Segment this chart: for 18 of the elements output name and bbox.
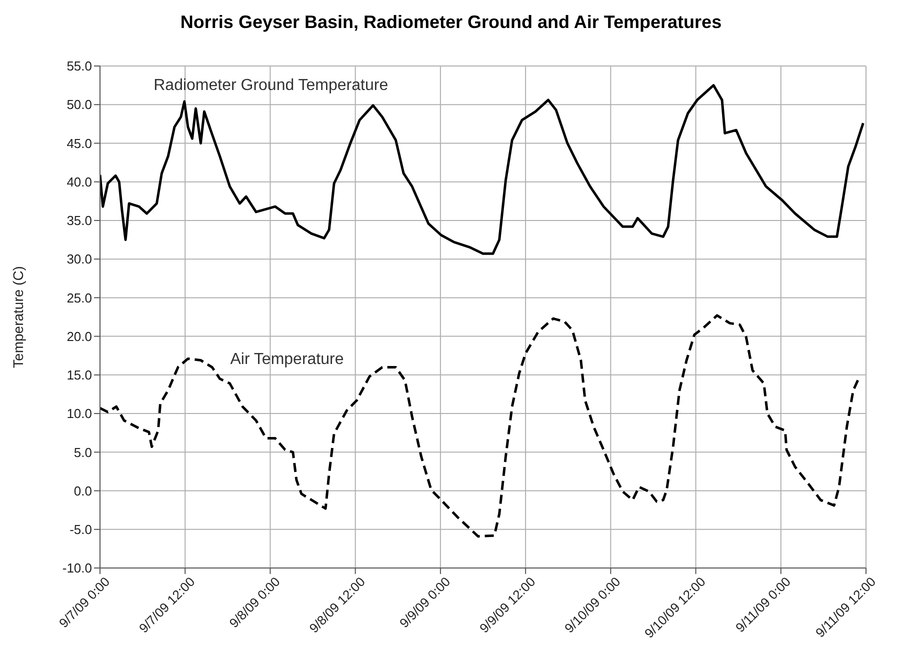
y-tick-label: 45.0	[66, 136, 92, 151]
y-tick-label: 30.0	[66, 252, 92, 267]
y-tick-label: 5.0	[74, 444, 92, 460]
y-tick-label: 10.0	[66, 406, 92, 422]
y-tick-label: -10.0	[62, 560, 92, 576]
series-label: Air Temperature	[230, 351, 344, 370]
y-tick-label: 40.0	[66, 174, 92, 190]
series-label: Radiometer Ground Temperature	[154, 77, 388, 96]
chart-title: Norris Geyser Basin, Radiometer Ground and Air Temperatures	[179, 12, 723, 33]
y-axis-title: Temperature (C)	[10, 266, 26, 368]
y-tick-label: 25.0	[66, 290, 92, 306]
y-tick-label: 15.0	[66, 368, 92, 383]
y-tick-label: 35.0	[66, 213, 92, 228]
y-tick-label: 55.0	[66, 58, 92, 74]
y-tick-label: 50.0	[66, 97, 92, 112]
y-tick-label: 20.0	[66, 328, 92, 344]
y-tick-label: -5.0	[70, 522, 92, 537]
y-tick-label: 0.0	[74, 483, 92, 498]
